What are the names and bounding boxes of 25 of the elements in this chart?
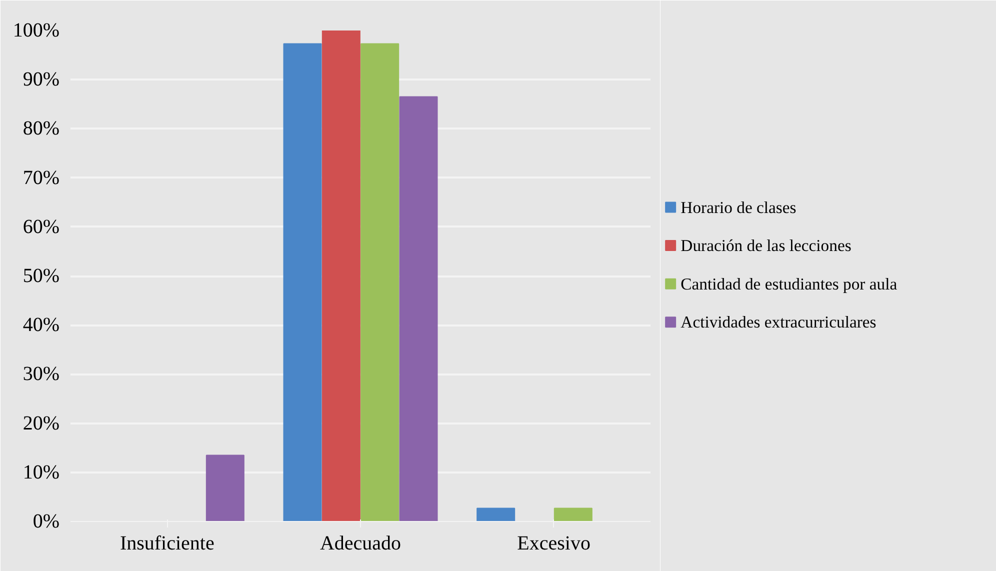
x-tick-label: Insuficiente <box>120 532 214 554</box>
legend-label: Duración de las lecciones <box>680 236 852 256</box>
bar <box>322 30 360 522</box>
y-tick-label: 70% <box>22 166 60 189</box>
x-tick-label: Adecuado <box>320 532 402 554</box>
y-tick-label: 60% <box>22 216 60 238</box>
legend-label: Actividades extracurriculares <box>680 312 876 332</box>
x-tick-label: Excesivo <box>517 532 590 554</box>
y-tick-label: 100% <box>12 20 60 42</box>
y-tick-label: 20% <box>22 412 60 434</box>
y-tick-label: 10% <box>22 461 60 484</box>
legend-label: Cantidad de estudiantes por aula <box>680 274 898 294</box>
y-tick-label: 0% <box>32 510 60 532</box>
y-tick-label: 80% <box>22 118 60 140</box>
bar <box>206 454 244 522</box>
bar <box>554 508 592 522</box>
bar <box>476 508 516 522</box>
y-tick-label: 30% <box>22 363 60 386</box>
y-tick-label: 90% <box>22 68 60 91</box>
y-tick-label: 50% <box>22 265 60 287</box>
bar <box>283 43 322 522</box>
bar <box>399 96 438 522</box>
y-tick-label: 40% <box>22 314 60 336</box>
bar <box>360 43 400 522</box>
legend-label: Horario de clases <box>680 198 796 217</box>
